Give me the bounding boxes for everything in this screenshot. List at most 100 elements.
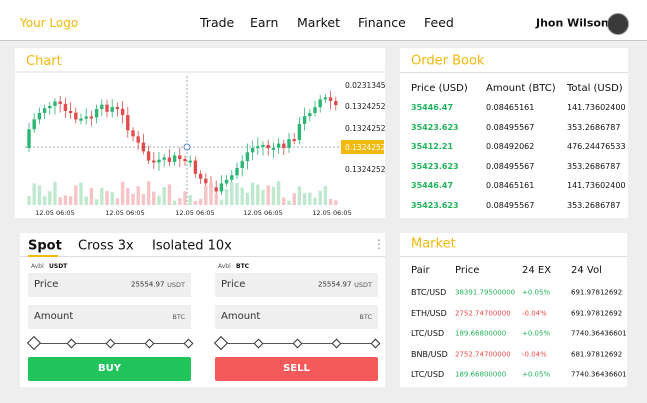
candle — [328, 97, 333, 101]
order-cell: 141.73602400 — [567, 181, 626, 191]
volume-bar — [235, 183, 239, 205]
price-input[interactable] — [215, 273, 378, 297]
volume-bar — [79, 182, 83, 205]
panel-title: Market — [411, 236, 456, 252]
volume-bar — [58, 197, 62, 205]
volume-bar — [100, 188, 104, 205]
order-cell: 0.08495567 — [486, 161, 535, 171]
slider-step[interactable] — [66, 338, 77, 349]
amount-unit: BTC — [359, 312, 372, 321]
candle — [110, 107, 114, 112]
logo[interactable]: Your Logo — [20, 16, 79, 30]
column-header: 24 EX — [522, 265, 552, 276]
candle — [120, 108, 125, 116]
market-price: 2752.74700000 — [455, 350, 511, 358]
volume-bar — [120, 181, 125, 205]
volume-bar — [204, 185, 208, 205]
slider-step[interactable] — [105, 338, 116, 349]
nav-item[interactable]: Feed — [424, 14, 454, 30]
amount-unit: BTC — [172, 312, 185, 321]
candle — [146, 151, 151, 161]
nav-item[interactable]: Market — [297, 14, 340, 30]
nav-item[interactable]: Earn — [250, 14, 279, 30]
volume-bar — [94, 199, 99, 205]
x-label: 12.05 06:05 — [105, 209, 144, 217]
change: -0.04% — [522, 350, 547, 358]
volume-bar — [84, 196, 88, 205]
x-label: 12.05 06:05 — [175, 209, 214, 217]
volume-bar — [42, 196, 47, 205]
tab[interactable]: Isolated 10x — [152, 238, 232, 254]
volume-bar — [162, 187, 166, 205]
sell-button[interactable]: SELL — [215, 357, 378, 381]
volume-bar — [167, 184, 172, 205]
button-label: SELL — [283, 363, 310, 374]
candle — [167, 157, 172, 162]
candle — [172, 155, 177, 162]
candle — [256, 146, 260, 149]
column-header: Amount (BTC) — [486, 83, 556, 94]
price-label: 0.02313452 — [345, 81, 385, 90]
order-cell: 353.2686787 — [567, 161, 621, 171]
volume-bar — [282, 197, 286, 205]
divider — [400, 72, 628, 73]
amount-input[interactable] — [28, 305, 191, 329]
price-input[interactable] — [28, 273, 191, 297]
volume: 691.97812692 — [571, 288, 623, 297]
candle — [157, 159, 161, 163]
candle — [84, 116, 88, 119]
slider-step[interactable] — [253, 338, 264, 349]
tab[interactable]: Cross 3x — [78, 238, 134, 254]
slider-step[interactable] — [370, 338, 381, 349]
candle — [219, 183, 224, 192]
volume-bar — [256, 184, 260, 205]
market-price: 2752.74700000 — [455, 309, 511, 317]
amount-input[interactable] — [215, 305, 378, 329]
trade-panel: ⋮ Spot Cross 3x Isolated 10x Avbl USDT Price 2… — [20, 233, 385, 387]
avbl-unit: USDT — [49, 263, 68, 270]
market-panel: Market Pair Price 24 EX 24 Vol BTC/USD 38391.… — [400, 233, 627, 387]
volume-bar — [328, 198, 333, 205]
candle — [63, 103, 68, 111]
volume-bar — [89, 187, 94, 205]
candle — [89, 116, 94, 119]
slider-step[interactable] — [26, 335, 42, 351]
nav-item[interactable]: Finance — [358, 14, 406, 30]
volume-bar — [323, 186, 328, 205]
candle — [261, 144, 265, 147]
nav-item[interactable]: Trade — [200, 14, 235, 30]
candle — [250, 148, 255, 153]
column-header: Price — [455, 265, 480, 276]
candle — [245, 152, 250, 162]
pair: LTC/USD — [411, 370, 445, 379]
tab[interactable]: Spot — [28, 238, 62, 254]
volume: 691.97812692 — [571, 309, 623, 317]
slider-step[interactable] — [144, 338, 155, 349]
candle — [79, 118, 83, 121]
slider-step[interactable] — [183, 338, 194, 349]
x-label: 12.05 06:05 — [243, 209, 282, 217]
candle — [224, 179, 229, 184]
buy-button[interactable]: BUY — [28, 357, 191, 381]
volume-bar — [302, 193, 307, 205]
amount-label: Amount — [34, 311, 74, 322]
slider-step[interactable] — [213, 335, 229, 351]
candle — [48, 105, 52, 109]
candle — [152, 160, 156, 163]
volume-bar — [53, 181, 57, 205]
price-label: 0.13242523 — [345, 165, 385, 174]
volume-bar — [32, 183, 36, 205]
candle — [188, 160, 192, 163]
user-name[interactable]: Jhon Wilson — [536, 16, 609, 30]
slider-step[interactable] — [292, 338, 303, 349]
more-menu[interactable]: ⋮ — [373, 237, 385, 251]
price-label: 0.13242523 — [345, 143, 385, 152]
candle — [131, 130, 135, 137]
order-cell: 0.08465161 — [486, 103, 535, 112]
active-tab-underline — [28, 255, 58, 257]
change: -0.04% — [522, 309, 547, 317]
avatar[interactable] — [607, 13, 629, 35]
volume-bar — [209, 182, 213, 205]
candle — [183, 159, 187, 162]
slider-step[interactable] — [331, 338, 342, 349]
